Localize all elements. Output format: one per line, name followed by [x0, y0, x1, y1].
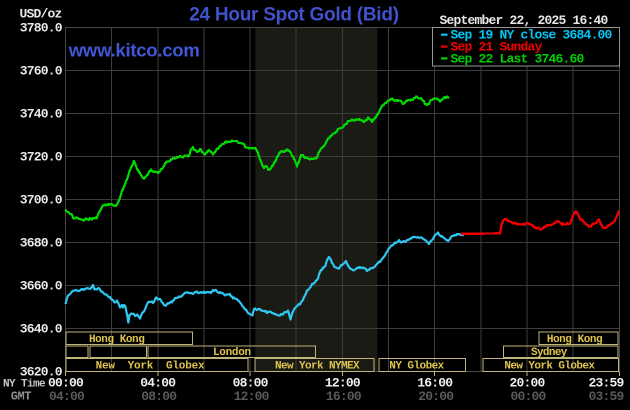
svg-text:Sep 22 Last 3746.60: Sep 22 Last 3746.60	[451, 51, 585, 66]
svg-text:16:00: 16:00	[326, 389, 362, 404]
svg-text:NY Time: NY Time	[3, 378, 46, 390]
svg-text:New York NYMEX: New York NYMEX	[275, 361, 360, 373]
svg-text:24 Hour Spot Gold (Bid): 24 Hour Spot Gold (Bid)	[189, 5, 399, 26]
svg-text:03:59: 03:59	[588, 389, 624, 404]
svg-text:3640.0: 3640.0	[20, 322, 63, 337]
svg-text:Hong Kong: Hong Kong	[89, 334, 144, 346]
svg-text:08:00: 08:00	[141, 389, 177, 404]
svg-text:3700.0: 3700.0	[20, 193, 63, 208]
svg-text:3740.0: 3740.0	[20, 107, 63, 122]
svg-text:Sep 21 Sunday: Sep 21 Sunday	[451, 40, 543, 55]
svg-text:20:00: 20:00	[509, 376, 545, 391]
svg-text:September 22, 2025 16:40: September 22, 2025 16:40	[440, 13, 609, 28]
svg-text:New York Globex: New York Globex	[504, 361, 595, 373]
svg-text:3660.0: 3660.0	[20, 279, 63, 294]
svg-text:04:00: 04:00	[140, 376, 176, 391]
svg-text:NY Globex: NY Globex	[389, 361, 444, 373]
svg-text:04:00: 04:00	[49, 389, 85, 404]
svg-text:www.kitco.com: www.kitco.com	[68, 40, 200, 61]
svg-text:Sydney: Sydney	[531, 347, 568, 359]
svg-text:20:00: 20:00	[418, 389, 454, 404]
svg-text:London: London	[213, 347, 251, 359]
svg-text:12:00: 12:00	[325, 376, 361, 391]
svg-text:GMT: GMT	[11, 390, 32, 404]
svg-text:USD/oz: USD/oz	[20, 7, 62, 22]
svg-text:3620.0: 3620.0	[20, 365, 63, 380]
svg-text:23:59: 23:59	[588, 376, 624, 391]
svg-text:00:00: 00:00	[48, 376, 84, 391]
svg-text:12:00: 12:00	[234, 389, 270, 404]
svg-text:3780.0: 3780.0	[20, 21, 63, 36]
svg-text:3720.0: 3720.0	[20, 150, 63, 165]
svg-text:Hong Kong: Hong Kong	[547, 334, 602, 346]
svg-text:08:00: 08:00	[233, 376, 269, 391]
svg-text:3760.0: 3760.0	[20, 64, 63, 79]
svg-text:Sep 19 NY close 3684.00: Sep 19 NY close 3684.00	[451, 28, 613, 43]
svg-text:3680.0: 3680.0	[20, 236, 63, 251]
svg-text:00:00: 00:00	[510, 389, 546, 404]
svg-text:New York Globex: New York Globex	[96, 361, 205, 373]
svg-text:16:00: 16:00	[417, 376, 453, 391]
